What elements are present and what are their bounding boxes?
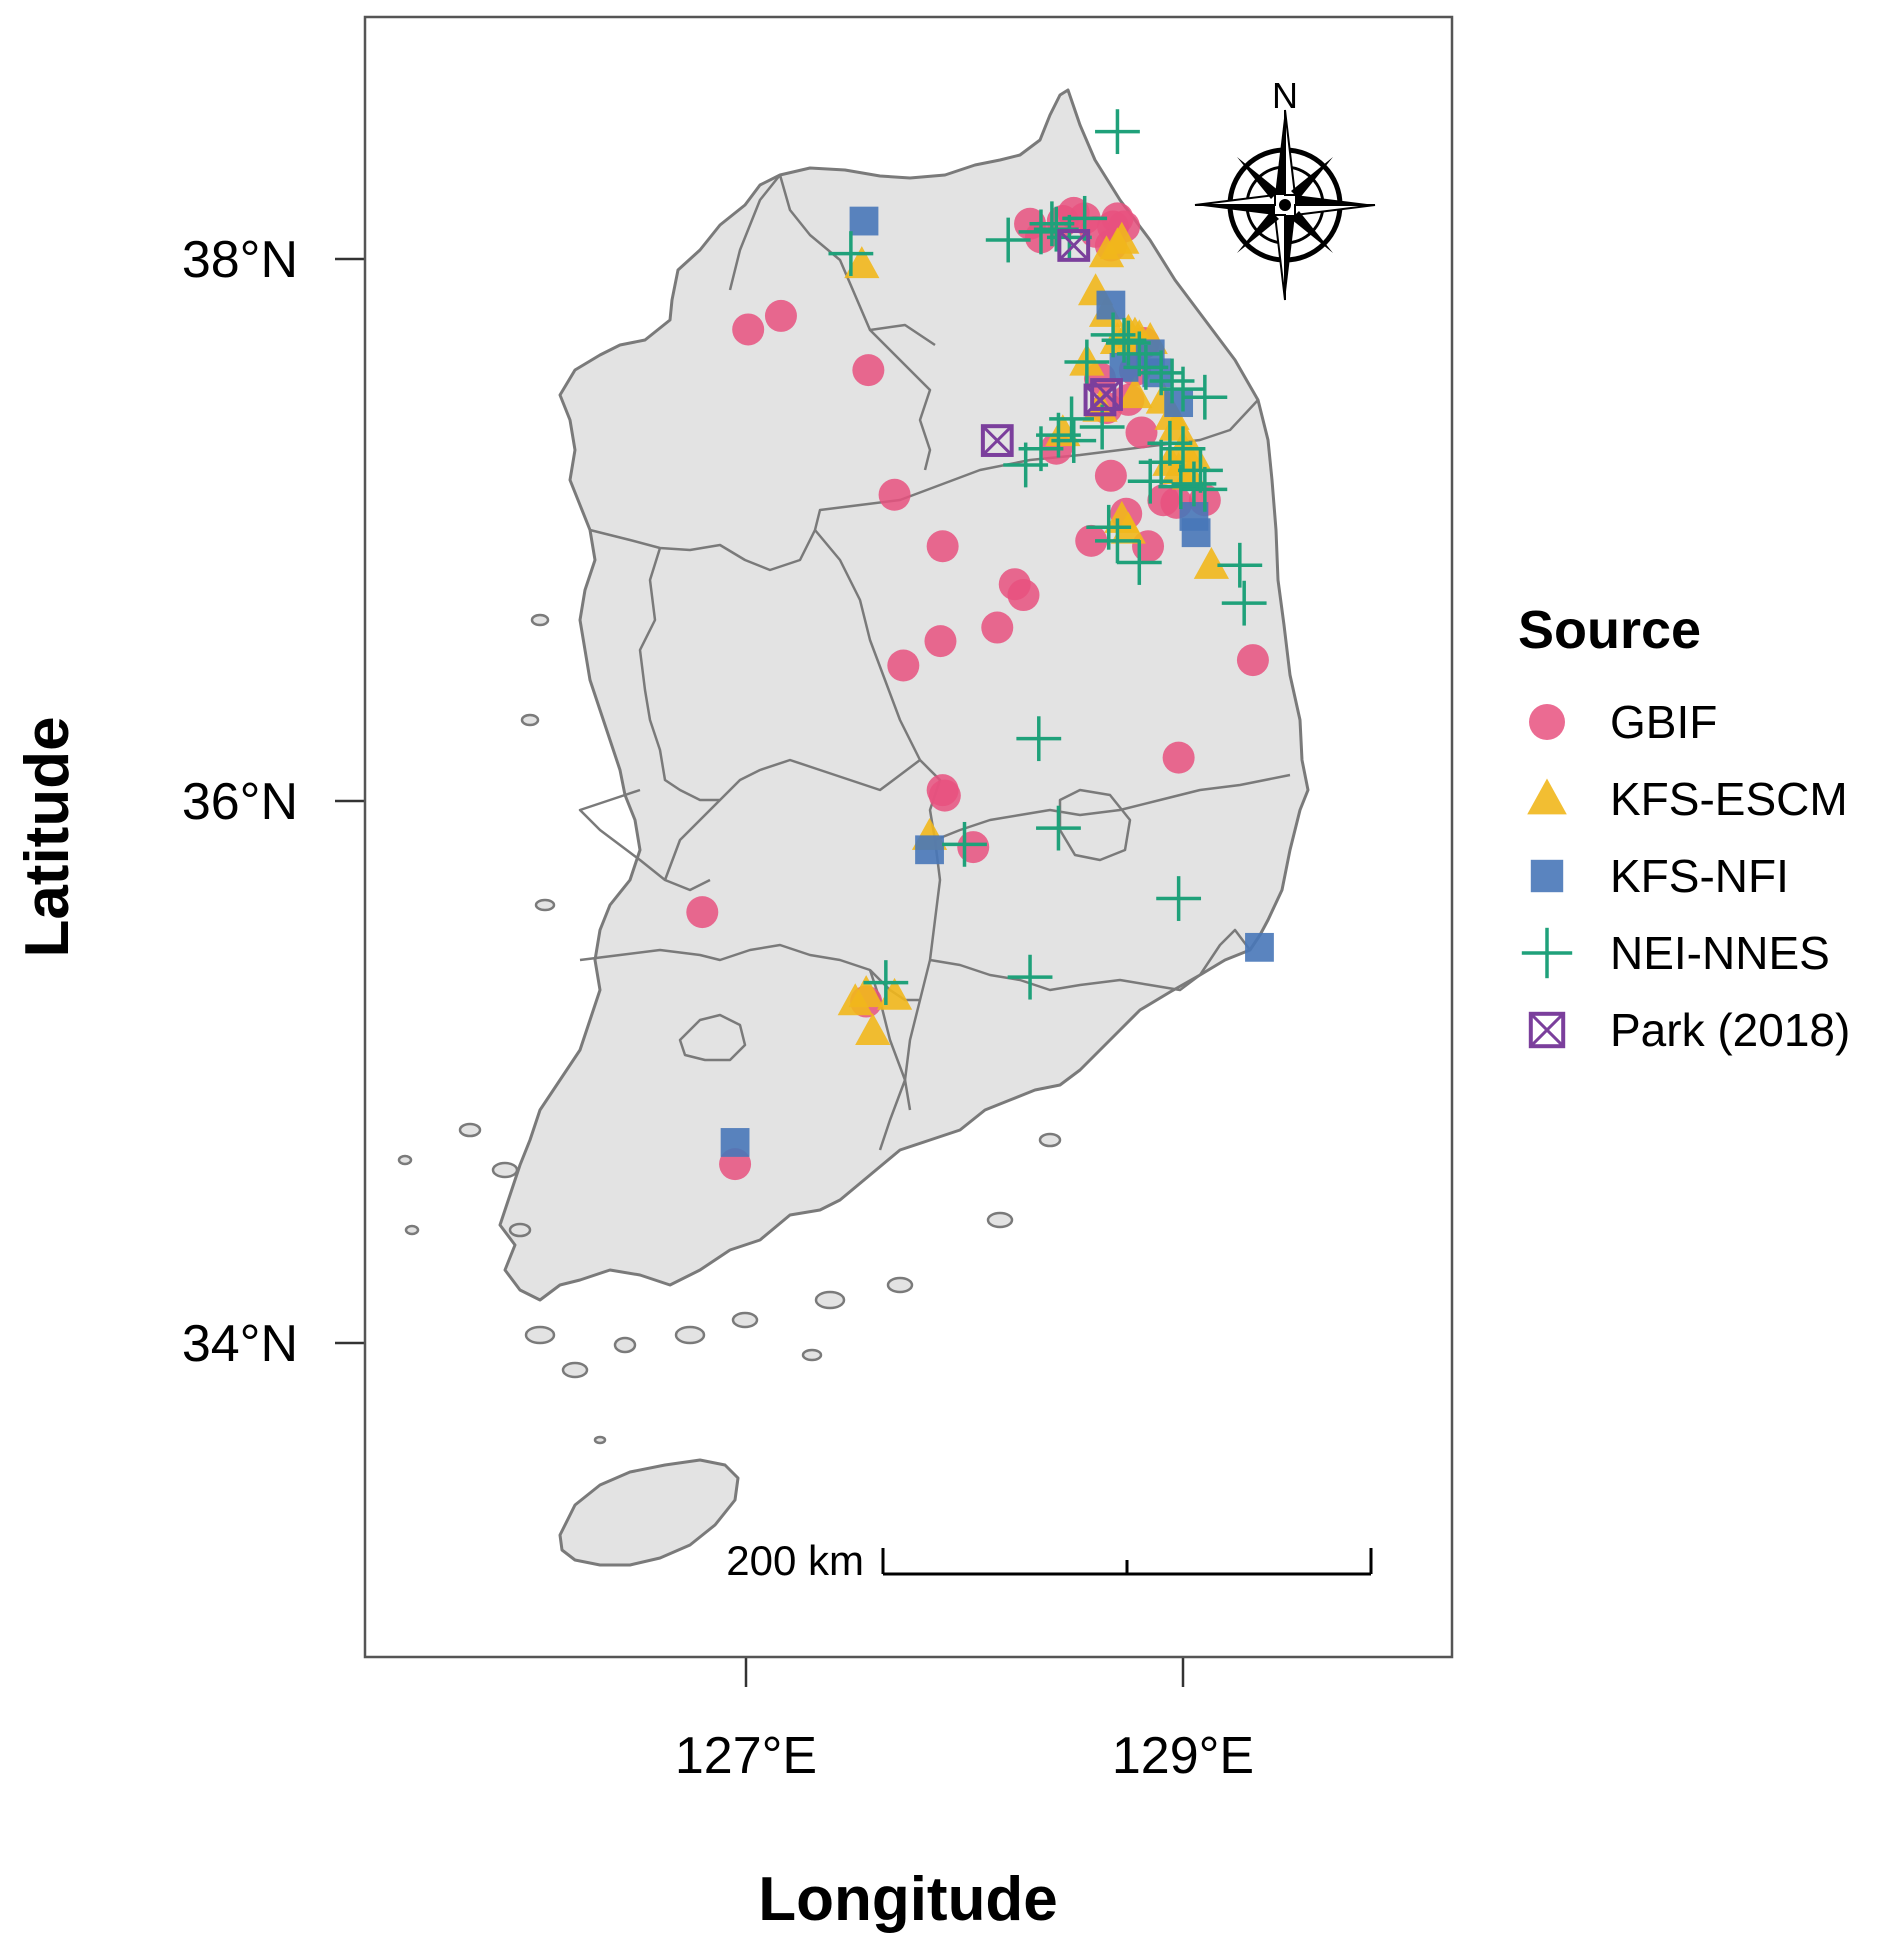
point-nei-nnes (1046, 214, 1092, 260)
point-nei-nnes (985, 217, 1031, 263)
point-kfs-escm (1104, 221, 1140, 254)
point-nei-nnes (1051, 418, 1097, 463)
point-gbif (887, 649, 920, 682)
point-nei-nnes (1182, 374, 1228, 420)
point-nei-nnes (1147, 420, 1193, 466)
compass-north-label: N (1272, 75, 1298, 116)
x-axis-title: Longitude (758, 1865, 1058, 1934)
y-axis-title: Latitude (13, 716, 82, 957)
point-kfs-escm (848, 975, 884, 1008)
point-nei-nnes (1127, 458, 1173, 504)
point-nei-nnes (1149, 358, 1195, 404)
point-gbif (924, 625, 957, 658)
point-nei-nnes (1178, 447, 1223, 493)
x-axis (744, 1657, 1185, 1687)
point-nei-nnes (1105, 320, 1151, 366)
point-kfs-escm (1176, 438, 1212, 471)
legend-key-park-2018-icon (1528, 1011, 1566, 1049)
point-park-2018 (1057, 229, 1091, 262)
point-gbif (878, 478, 911, 511)
legend-label-gbif: GBIF (1610, 696, 1717, 748)
point-gbif (926, 530, 959, 563)
legend-key-nei-nnes-icon (1521, 927, 1573, 979)
y-tick-label-34: 34°N (182, 1315, 298, 1373)
coastal-islands (397, 613, 1062, 1445)
point-gbif (852, 354, 885, 387)
point-kfs-nfi (1096, 290, 1126, 320)
x-tick-label-129: 129°E (1112, 1727, 1254, 1785)
point-kfs-escm (844, 246, 880, 279)
point-gbif (1094, 459, 1127, 492)
point-gbif (981, 611, 1014, 644)
point-nei-nnes (1007, 954, 1053, 1000)
point-nei-nnes (1116, 540, 1162, 585)
point-kfs-escm (1193, 546, 1230, 579)
point-nei-nnes (1018, 426, 1064, 472)
point-nei-nnes (942, 821, 987, 867)
legend-label-park-2018: Park (2018) (1610, 1004, 1850, 1056)
point-gbif (928, 779, 961, 812)
point-gbif (1125, 416, 1158, 449)
point-nei-nnes (828, 231, 874, 276)
y-tick-label-38: 38°N (182, 231, 298, 289)
point-gbif (764, 299, 797, 332)
point-nei-nnes (1016, 716, 1062, 762)
legend-entries: GBIF KFS-ESCM KFS-NFI NEI-NNES Park (2018) (1521, 696, 1850, 1056)
legend-title: Source (1518, 600, 1701, 660)
point-gbif (1236, 644, 1269, 677)
point-gbif (1075, 524, 1108, 557)
point-park-2018 (1090, 378, 1123, 411)
legend-key-kfs-nfi-icon (1530, 859, 1564, 893)
legend-label-kfs-escm: KFS-ESCM (1610, 773, 1848, 825)
point-gbif (1162, 741, 1195, 774)
point-nei-nnes (1064, 339, 1110, 385)
legend-label-nei-nnes: NEI-NNES (1610, 927, 1830, 979)
point-kfs-nfi (1164, 388, 1194, 418)
scale-bar-label: 200 km (726, 1537, 864, 1584)
point-nei-nnes (1101, 317, 1147, 363)
point-nei-nnes (863, 960, 909, 1005)
point-gbif (686, 896, 719, 929)
x-tick-label-127: 127°E (675, 1727, 817, 1785)
point-nei-nnes (1095, 109, 1140, 155)
point-kfs-nfi (1181, 518, 1211, 548)
point-nei-nnes (1182, 466, 1228, 512)
map-panel-frame (363, 15, 1454, 1659)
point-park-2018 (980, 424, 1014, 457)
point-nei-nnes (1036, 805, 1081, 851)
point-nei-nnes (1086, 504, 1132, 550)
legend: Source GBIF KFS-ESCM KFS-NFI NEI-NNES Park (… (1518, 600, 1850, 1056)
point-kfs-nfi (1245, 932, 1274, 962)
legend-key-kfs-escm-icon (1527, 778, 1567, 815)
jeju-island-landmass (558, 1458, 740, 1567)
legend-label-kfs-nfi: KFS-NFI (1610, 850, 1789, 902)
point-kfs-nfi (720, 1128, 750, 1157)
point-gbif (732, 313, 765, 346)
point-kfs-nfi (915, 835, 944, 865)
scale-bar (881, 1548, 1373, 1576)
point-gbif (957, 831, 990, 864)
point-kfs-escm (855, 1013, 891, 1046)
legend-key-gbif-icon (1529, 704, 1565, 740)
y-axis (335, 257, 365, 1345)
y-tick-label-36: 36°N (182, 773, 298, 831)
point-nei-nnes (1217, 542, 1263, 588)
point-nei-nnes (1156, 876, 1202, 921)
point-nei-nnes (1221, 580, 1267, 626)
point-kfs-escm (1158, 408, 1195, 441)
point-kfs-escm (1117, 376, 1153, 409)
occurrence-points-layer (686, 109, 1274, 1181)
north-arrow-compass-rose-icon (1194, 109, 1376, 301)
point-nei-nnes (1160, 366, 1206, 412)
point-nei-nnes (1138, 439, 1184, 485)
point-gbif (1007, 579, 1040, 612)
point-kfs-nfi (849, 206, 879, 236)
point-nei-nnes (1079, 404, 1125, 450)
